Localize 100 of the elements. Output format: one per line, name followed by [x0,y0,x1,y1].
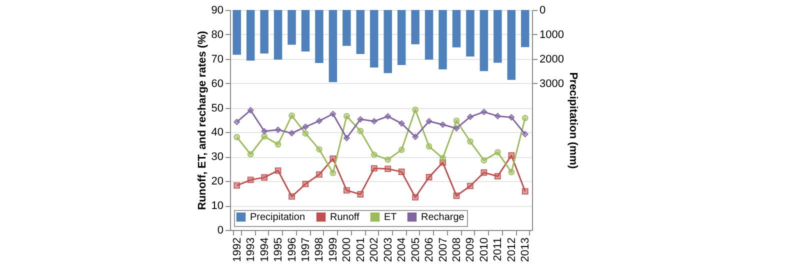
bar [397,10,406,65]
x-tick-label: 1999 [327,238,340,262]
point [426,143,432,150]
point [302,180,309,188]
point [330,110,336,118]
point [398,168,405,175]
bar [232,10,241,55]
bar [494,10,502,63]
point [426,118,432,124]
point [288,130,295,136]
point [274,126,282,133]
legend-label: ET [384,212,397,224]
point [453,118,460,124]
point [453,192,460,199]
point [330,155,336,162]
legend-label: Precipitation [250,212,306,224]
bar [466,10,474,56]
y-tick-label: 50 [211,102,224,114]
point [494,149,501,156]
bar [260,10,268,54]
point [316,118,322,124]
point [234,134,240,140]
point [247,151,254,158]
x-tick-label: 2009 [464,238,477,262]
point [344,134,350,142]
x-tick-label: 2012 [506,238,518,262]
point [261,174,268,181]
bar [507,10,516,80]
point [234,182,240,189]
point [480,157,488,164]
y-tick-label: 80 [211,28,224,41]
point [370,165,378,172]
point [494,112,501,120]
bar [328,10,338,82]
x-tick-label: 1997 [300,238,312,262]
legend-label: Recharge [421,212,465,224]
point [508,114,515,120]
point [357,191,364,198]
bar [274,10,282,60]
point [508,152,515,159]
point [261,128,268,134]
point [302,130,309,137]
y2-tick-label: 0 [540,4,546,16]
bar [301,10,310,52]
point [370,118,378,124]
x-tick-label: 2008 [451,238,463,262]
point [508,168,515,176]
point [357,116,364,122]
point [384,113,392,120]
point [330,170,336,176]
y2-axis-title: Precipitation (mm) [566,72,579,170]
y-tick-label: 60 [211,78,224,90]
point [412,106,418,113]
point [480,169,488,176]
x-tick-label: 2002 [368,238,381,262]
bar [521,10,530,48]
point [316,171,322,178]
x-tick-label: 2003 [382,238,394,262]
point [412,194,418,200]
bar [424,10,434,60]
point [522,131,528,138]
x-tick-label: 2005 [410,238,422,262]
bar [315,10,324,64]
bar [438,10,447,70]
y-tick-label: 40 [211,126,224,139]
x-tick-label: 2000 [341,238,354,262]
x-tick-label: 1993 [245,238,258,262]
x-tick-label: 1995 [272,238,285,262]
point [384,156,392,163]
point [247,176,254,184]
point [440,155,446,162]
y-tick-label: 20 [211,176,224,188]
point [344,187,350,194]
point [274,141,282,148]
point [467,182,474,190]
bar [342,10,351,46]
point [357,128,364,134]
point [384,166,391,172]
point [288,193,295,200]
point [412,134,418,140]
bar [480,10,488,72]
bar [384,10,392,74]
x-tick-label: 2010 [478,238,490,262]
point [467,138,474,145]
y-axis-title: Runoff, ET, and recharge rates (%) [196,30,208,210]
point [426,174,432,180]
y2-tick-label: 2000 [540,53,564,66]
point [316,146,322,152]
x-tick-label: 2007 [437,238,450,262]
bar [288,10,296,45]
point [288,112,295,119]
y2-tick-label: 3000 [540,78,564,90]
y-tick-label: 0 [217,224,224,236]
bar [246,10,255,61]
bar [370,10,378,68]
x-tick-label: 2013 [520,238,532,262]
point [302,124,309,130]
y-tick-label: 70 [211,53,224,66]
bar [411,10,420,44]
legend-label: Runoff [330,212,360,224]
